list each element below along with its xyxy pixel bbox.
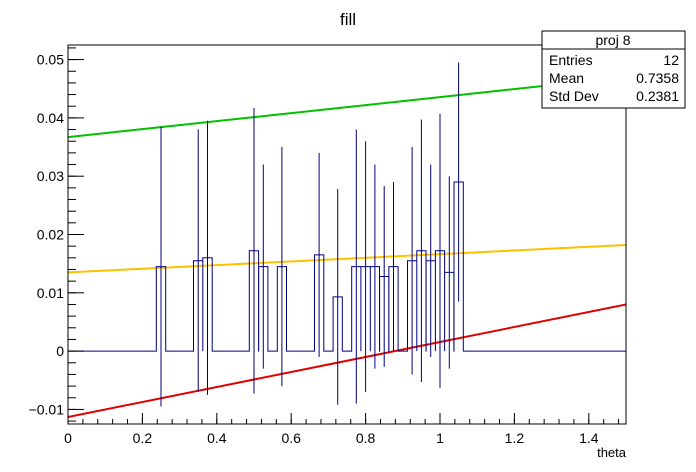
stats-stddev-label: Std Dev bbox=[549, 88, 599, 104]
y-tick-label: 0 bbox=[56, 343, 64, 359]
y-tick-label: 0.02 bbox=[37, 227, 64, 243]
x-tick-label: 0.4 bbox=[207, 430, 227, 446]
stats-box-title: proj 8 bbox=[595, 32, 630, 48]
x-tick-label: 1.4 bbox=[579, 430, 599, 446]
x-tick-label: 0.2 bbox=[133, 430, 153, 446]
x-tick-label: 1.2 bbox=[505, 430, 525, 446]
stats-box-frame bbox=[541, 30, 686, 109]
histogram-layer bbox=[68, 62, 626, 407]
x-axis-title: theta bbox=[597, 445, 627, 460]
y-tick-label: 0.03 bbox=[37, 168, 64, 184]
stats-entries-label: Entries bbox=[549, 52, 593, 68]
y-tick-label: 0.05 bbox=[37, 52, 64, 68]
stats-stddev-value: 0.2381 bbox=[636, 88, 679, 104]
axes-layer: 0 0.2 0.4 0.6 0.8 1 1.2 1.4 −0.01 0 0.01 0.02 0.03 0.… bbox=[29, 47, 620, 446]
x-tick-label: 0.6 bbox=[281, 430, 301, 446]
y-tick-label: −0.01 bbox=[29, 401, 65, 417]
y-tick-label: 0.04 bbox=[37, 110, 64, 126]
stats-entries-value: 12 bbox=[663, 52, 679, 68]
x-tick-label: 1 bbox=[436, 430, 444, 446]
stats-mean-label: Mean bbox=[549, 70, 584, 86]
histogram-outline bbox=[68, 181, 626, 352]
x-tick-label: 0 bbox=[64, 430, 72, 446]
y-tick-label: 0.01 bbox=[37, 285, 64, 301]
chart-title: fill bbox=[340, 10, 356, 29]
stats-mean-value: 0.7358 bbox=[636, 70, 679, 86]
stats-box: proj 8 Entries 12 Mean 0.7358 Std Dev 0.… bbox=[541, 30, 686, 109]
x-tick-label: 0.8 bbox=[356, 430, 376, 446]
